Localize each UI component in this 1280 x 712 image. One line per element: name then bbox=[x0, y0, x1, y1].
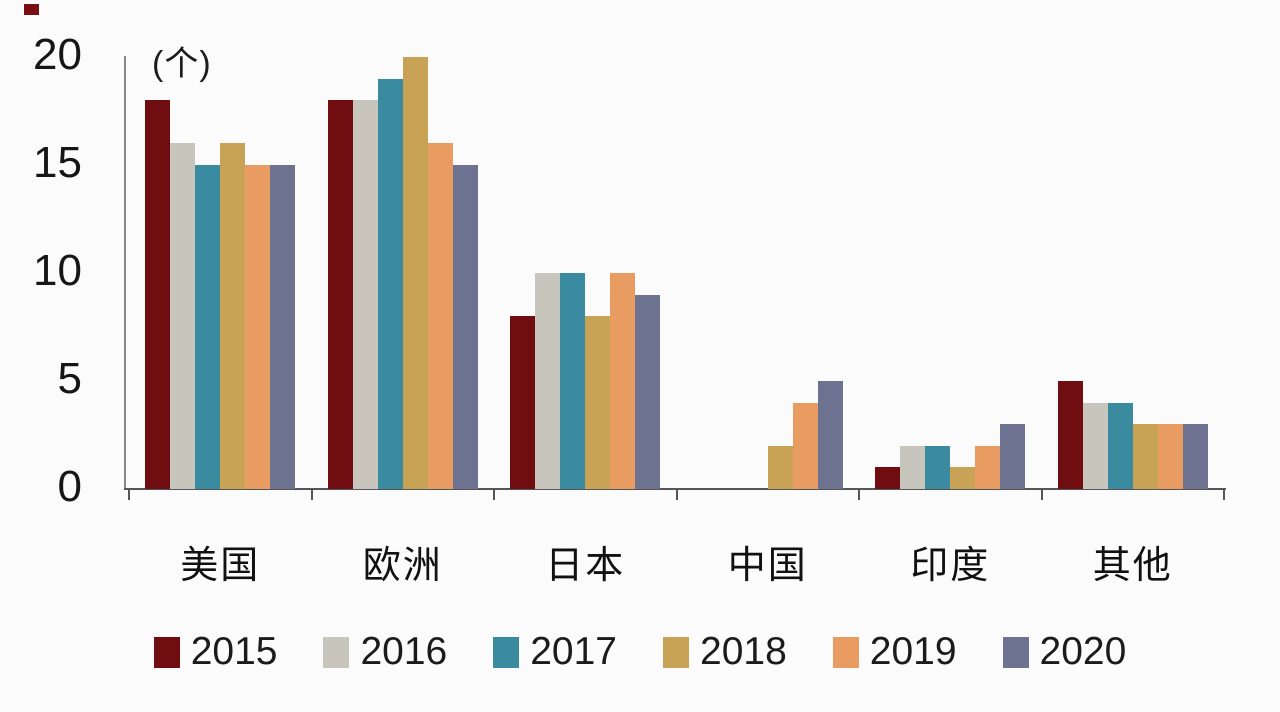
bar-2015-印度 bbox=[875, 467, 901, 489]
bar-2019-美国 bbox=[245, 165, 271, 489]
bar-2018-欧洲 bbox=[402, 57, 428, 489]
legend-item-2015: 2015 bbox=[153, 630, 278, 674]
y-axis-line bbox=[124, 56, 126, 490]
legend-swatch-2019 bbox=[832, 636, 859, 668]
bar-2017-美国 bbox=[195, 165, 221, 489]
legend-swatch-2016 bbox=[323, 636, 350, 668]
bar-2020-印度 bbox=[1000, 424, 1026, 489]
y-axis-unit-label: (个) bbox=[152, 45, 212, 83]
category-label-3: 中国 bbox=[727, 545, 808, 587]
bar-2020-中国 bbox=[817, 381, 843, 489]
x-axis-line bbox=[124, 488, 1226, 490]
x-axis-tick bbox=[310, 490, 313, 500]
x-axis-tick bbox=[1040, 490, 1043, 500]
legend-item-2020: 2020 bbox=[1002, 630, 1127, 674]
bar-2016-印度 bbox=[900, 445, 926, 489]
bar-2016-美国 bbox=[170, 143, 196, 489]
bar-2015-其他 bbox=[1057, 381, 1083, 489]
x-axis-tick bbox=[858, 490, 860, 500]
legend-label-2019: 2019 bbox=[869, 630, 957, 673]
bar-2018-日本 bbox=[585, 316, 611, 489]
bar-2016-欧洲 bbox=[352, 100, 378, 489]
legend-swatch-2020 bbox=[1002, 636, 1029, 668]
bar-2019-中国 bbox=[792, 402, 818, 489]
bar-2020-日本 bbox=[635, 294, 661, 489]
legend-swatch-2018 bbox=[663, 636, 689, 668]
y-tick-label-20: 20 bbox=[33, 30, 82, 79]
bar-2015-日本 bbox=[510, 316, 536, 489]
bar-2017-欧洲 bbox=[377, 78, 403, 489]
category-label-0: 美国 bbox=[180, 545, 261, 587]
bar-2018-中国 bbox=[767, 445, 793, 489]
x-axis-tick bbox=[675, 490, 678, 500]
bar-2016-其他 bbox=[1082, 402, 1108, 489]
y-tick-label-10: 10 bbox=[33, 246, 82, 295]
x-axis-tick bbox=[1223, 490, 1225, 500]
legend-label-2016: 2016 bbox=[360, 630, 448, 673]
bar-2017-印度 bbox=[925, 445, 951, 489]
bar-2017-其他 bbox=[1107, 402, 1133, 489]
bar-2019-印度 bbox=[975, 445, 1001, 489]
bar-2018-印度 bbox=[950, 467, 976, 489]
bar-2017-日本 bbox=[560, 273, 586, 489]
x-axis-tick bbox=[493, 490, 495, 500]
bar-2019-其他 bbox=[1157, 424, 1183, 489]
category-label-2: 日本 bbox=[545, 545, 626, 587]
bar-2018-其他 bbox=[1132, 424, 1158, 489]
legend: 2015 2016 2017 2018 2019 2020 bbox=[0, 630, 1280, 674]
legend-label-2018: 2018 bbox=[700, 630, 787, 673]
y-tick-label-15: 15 bbox=[33, 138, 82, 187]
bar-2016-日本 bbox=[535, 273, 561, 489]
category-label-5: 其他 bbox=[1092, 545, 1173, 587]
bar-2019-日本 bbox=[610, 273, 636, 489]
legend-item-2017: 2017 bbox=[493, 630, 617, 674]
legend-label-2017: 2017 bbox=[530, 630, 617, 673]
bar-2015-美国 bbox=[145, 100, 171, 489]
x-axis-tick bbox=[128, 490, 130, 500]
legend-swatch-2017 bbox=[493, 636, 520, 668]
bar-2020-美国 bbox=[270, 165, 296, 489]
y-tick-label-0: 0 bbox=[57, 462, 82, 511]
legend-label-2020: 2020 bbox=[1039, 630, 1127, 673]
category-label-1: 欧洲 bbox=[362, 545, 443, 587]
category-label-4: 印度 bbox=[910, 545, 991, 587]
legend-swatch-2015 bbox=[153, 636, 180, 668]
legend-item-2018: 2018 bbox=[663, 630, 787, 674]
legend-label-2015: 2015 bbox=[190, 630, 278, 673]
bar-2020-欧洲 bbox=[452, 165, 478, 489]
bar-2015-欧洲 bbox=[327, 100, 353, 489]
bar-2019-欧洲 bbox=[427, 143, 453, 489]
corner-artifact-mark bbox=[24, 4, 39, 15]
bar-2018-美国 bbox=[220, 143, 246, 489]
bar-2020-其他 bbox=[1182, 424, 1208, 489]
legend-item-2019: 2019 bbox=[832, 630, 957, 674]
y-tick-label-5: 5 bbox=[57, 354, 82, 403]
legend-item-2016: 2016 bbox=[323, 630, 447, 674]
